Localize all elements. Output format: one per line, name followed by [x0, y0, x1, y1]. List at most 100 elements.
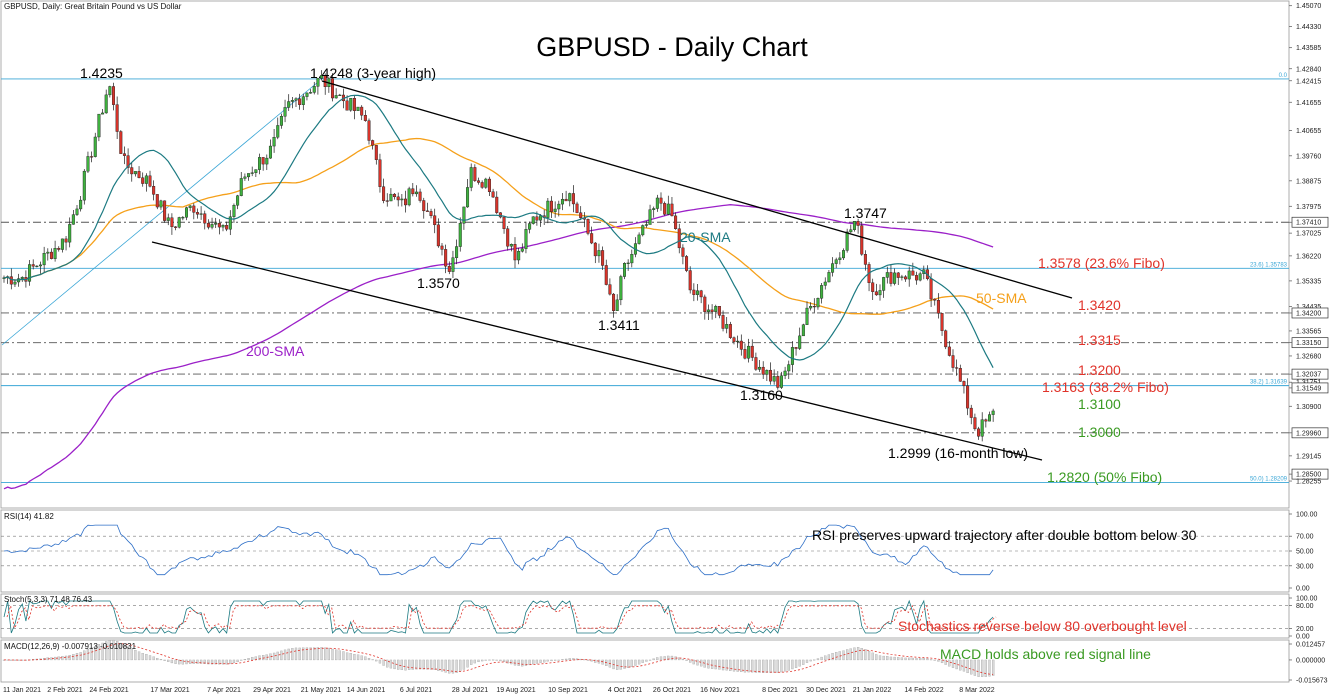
macd-bar: [601, 659, 604, 665]
candle-bull: [108, 86, 112, 96]
macd-bar: [185, 659, 188, 665]
price-tick-label: 1.29960: [1296, 430, 1321, 437]
candle-bear: [261, 157, 265, 165]
stoch-tick-label: 80.00: [1296, 603, 1314, 610]
macd-bar: [652, 658, 655, 661]
candle-bear: [331, 78, 335, 99]
macd-bar: [101, 642, 104, 661]
candle-bear: [663, 203, 667, 215]
macd-bar: [630, 659, 633, 667]
candle-bull: [166, 217, 170, 221]
candle-bull: [907, 270, 911, 280]
candle-bear: [396, 196, 400, 201]
candle-bull: [520, 248, 524, 252]
macd-bar: [199, 659, 203, 664]
macd-bar: [148, 655, 152, 661]
label-sma200: 200-SMA: [246, 343, 305, 359]
candle-bear: [195, 212, 199, 215]
date-tick-label: 29 Apr 2021: [253, 687, 291, 694]
macd-bar: [123, 644, 126, 661]
macd-bar: [404, 659, 407, 671]
macd-note: MACD holds above red signal line: [940, 646, 1151, 662]
candle-bear: [385, 200, 389, 202]
macd-bar: [641, 659, 644, 663]
stoch-d-line: [6, 604, 997, 630]
macd-bar: [962, 659, 966, 672]
candle-bull: [509, 244, 513, 247]
macd-bar: [83, 650, 86, 661]
macd-bar: [345, 652, 349, 661]
macd-bar: [134, 650, 137, 661]
macd-bar: [557, 659, 560, 661]
macd-bar: [926, 658, 929, 661]
macd-bar: [510, 659, 513, 665]
candle-bear: [728, 324, 732, 338]
candle-bull: [462, 206, 466, 224]
candle-bear: [174, 226, 178, 228]
candle-bear: [579, 212, 583, 218]
macd-bar: [787, 659, 790, 671]
macd-bar: [564, 658, 568, 661]
candle-bear: [856, 221, 860, 226]
price-tick-label: 1.34435: [1296, 304, 1321, 311]
candle-bear: [155, 194, 159, 208]
candle-bear: [473, 167, 477, 181]
candle-bear: [590, 233, 594, 244]
macd-bar: [313, 647, 316, 661]
candle-bull: [783, 370, 787, 376]
date-tick-label: 30 Dec 2021: [806, 687, 846, 694]
candle-bull: [301, 96, 305, 105]
macd-bar: [970, 659, 973, 675]
rsi-line: [3, 524, 994, 576]
candle-bear: [115, 104, 119, 132]
candle-bull: [60, 238, 64, 250]
candle-bull: [801, 324, 805, 337]
macd-bar: [240, 659, 243, 661]
candle-bull: [524, 229, 528, 249]
label-high1: 1.4235: [80, 65, 123, 81]
date-tick-label: 17 Mar 2021: [150, 687, 189, 694]
candle-bear: [571, 193, 575, 205]
macd-bar: [594, 659, 597, 663]
macd-bar: [397, 659, 400, 670]
date-tick-label: 28 Jul 2021: [452, 687, 488, 694]
macd-bar: [448, 659, 451, 674]
sma20-layer: [3, 94, 994, 368]
candle-bear: [422, 200, 426, 212]
candle-bull: [779, 375, 783, 388]
candle-bull: [641, 225, 645, 236]
candle-bear: [685, 256, 689, 271]
candle-bear: [692, 289, 696, 295]
candle-bull: [517, 251, 521, 261]
macd-bar: [773, 659, 776, 673]
candle-bear: [769, 369, 773, 382]
macd-bar: [484, 659, 487, 661]
candle-bear: [498, 212, 502, 218]
macd-bar: [681, 658, 685, 661]
candle-bull: [568, 193, 572, 202]
candle-bull: [736, 340, 740, 343]
macd-bar: [692, 659, 695, 665]
candle-bull: [101, 112, 105, 115]
price-tick-label: 1.45070: [1296, 3, 1321, 10]
horizontal-levels: 0.0 23.6) 1.35783 38.2) 1.31639 50.0) 1.282…: [1, 73, 1289, 484]
main-panel: [0, 0, 1290, 509]
candle-bear: [915, 275, 919, 281]
candle-bull: [988, 414, 992, 422]
candle-bear: [436, 224, 440, 247]
price-tick-label: 1.42415: [1296, 78, 1321, 85]
candle-bear: [940, 313, 944, 331]
macd-bar: [783, 659, 787, 672]
macd-bar: [984, 659, 987, 677]
candle-bull: [838, 257, 842, 260]
candle-bull: [648, 209, 652, 225]
candle-bull: [221, 224, 225, 228]
macd-bar: [272, 652, 276, 661]
candle-bull: [885, 272, 889, 278]
macd-bar: [528, 659, 531, 666]
macd-bar: [68, 654, 71, 661]
candle-bull: [97, 113, 101, 138]
candle-bull: [279, 116, 283, 126]
candle-bull: [42, 253, 46, 266]
candle-bear: [871, 282, 875, 292]
